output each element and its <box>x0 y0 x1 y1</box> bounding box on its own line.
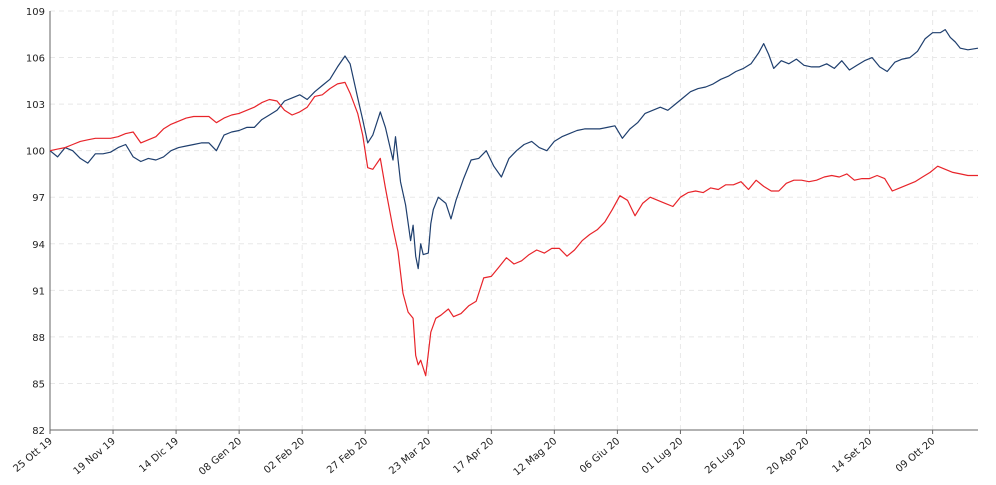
y-tick-label: 97 <box>32 193 45 204</box>
gridlines <box>50 10 978 430</box>
x-tick-label: 20 Ago 20 <box>765 436 811 477</box>
x-tick-label: 06 Giu 20 <box>578 436 622 476</box>
x-tick-label: 09 Ott 20 <box>894 436 937 475</box>
x-tick-label: 27 Feb 20 <box>325 436 370 476</box>
x-tick-label: 02 Feb 20 <box>262 436 307 476</box>
x-tick-label: 08 Gen 20 <box>197 436 244 478</box>
series-line-1 <box>49 29 979 270</box>
y-tick-label: 91 <box>32 286 45 297</box>
y-tick-label: 109 <box>26 7 45 18</box>
y-tick-label: 103 <box>26 100 45 111</box>
x-tick-label: 17 Apr 20 <box>452 436 497 476</box>
x-tick-label: 01 Lug 20 <box>640 436 685 476</box>
series-line-2 <box>49 81 978 377</box>
x-axis-ticks: 25 Ott 19 19 Nov 19 14 Dic 19 08 Gen 20 02 F… <box>11 436 937 478</box>
x-tick-label: 19 Nov 19 <box>72 436 118 477</box>
y-tick-label: 82 <box>32 426 45 437</box>
x-tick-label: 25 Ott 19 <box>11 436 54 475</box>
x-tick-label: 12 Mag 20 <box>512 436 560 478</box>
y-tick-label: 100 <box>26 147 45 158</box>
x-tick-label: 23 Mar 20 <box>387 436 433 477</box>
x-tick-label: 14 Dic 19 <box>137 436 181 475</box>
y-axis-ticks: 82 85 88 91 94 97 100 103 106 109 <box>26 7 45 437</box>
x-tick-label: 26 Lug 20 <box>703 436 748 476</box>
x-tick-label: 14 Set 20 <box>830 436 874 475</box>
y-tick-label: 85 <box>32 379 45 390</box>
y-tick-label: 106 <box>26 54 45 65</box>
axes <box>49 11 978 434</box>
series-layer <box>49 29 979 377</box>
y-tick-label: 94 <box>32 240 45 251</box>
y-tick-label: 88 <box>32 333 45 344</box>
